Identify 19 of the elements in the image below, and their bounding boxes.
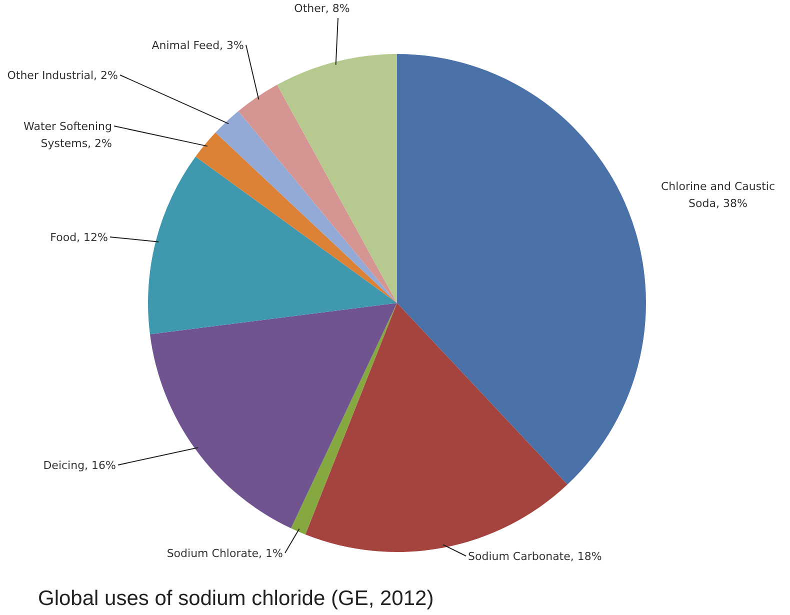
text: Global uses of sodium chloride (GE, 2012) bbox=[38, 587, 434, 610]
slice-label: Other, 8% bbox=[294, 2, 350, 15]
slice-label: Sodium Chlorate, 1% bbox=[166, 547, 283, 560]
pie-slice bbox=[305, 303, 568, 552]
slice-label: Animal Feed, 3% bbox=[152, 39, 244, 52]
pie-slice bbox=[148, 156, 397, 334]
slice-label: Food, 12% bbox=[50, 231, 108, 244]
pie-slice bbox=[290, 303, 397, 535]
slice-label: Sodium Carbonate, 18% bbox=[468, 550, 602, 563]
pie-slice bbox=[196, 132, 397, 303]
pie-slice bbox=[238, 84, 397, 303]
pie-slice bbox=[277, 54, 397, 303]
slice-label: Water Softening Systems, 2% bbox=[24, 120, 112, 150]
slice-label: Deicing, 16% bbox=[43, 459, 116, 472]
slice-label: Chlorine and Caustic Soda, 38% bbox=[661, 180, 775, 210]
pie-slice bbox=[397, 54, 646, 485]
pie-slice bbox=[150, 303, 397, 528]
slice-label: Other Industrial, 2% bbox=[7, 69, 118, 82]
pie-slice bbox=[215, 111, 397, 303]
